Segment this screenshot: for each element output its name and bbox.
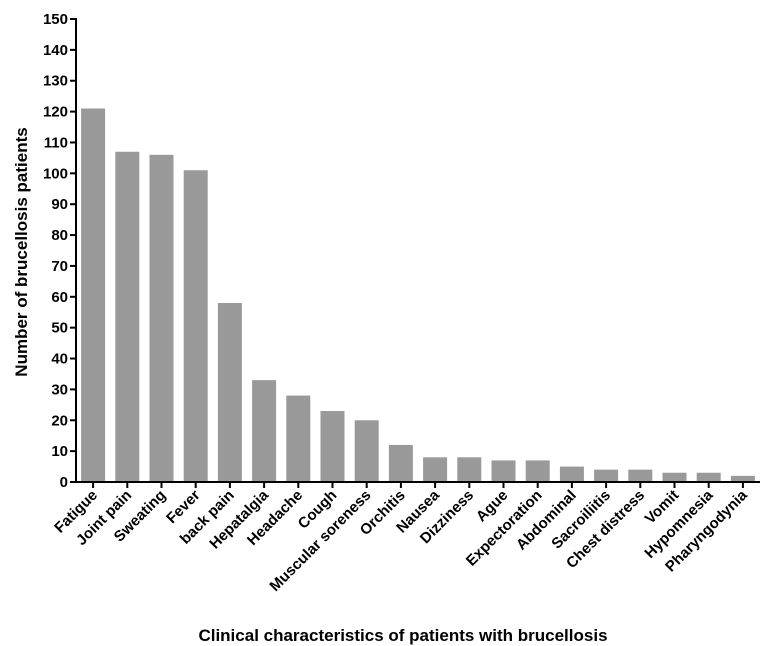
bar-abdominal [559,466,584,482]
bar-fatigue [81,108,106,482]
y-axis: 0 10 20 30 40 50 60 70 80 90 100 110 120 130 140 150 [43,11,77,491]
bar-nausea [423,457,448,482]
bar-muscular-soreness [354,420,379,482]
y-tick-label: 70 [51,258,68,275]
bar-sweating [149,154,174,482]
bar-back-pain [217,302,242,482]
y-tick-label: 120 [43,104,68,121]
bar-sacroiliitis [594,469,619,482]
bar-fever [183,170,208,482]
y-tick-label: 60 [51,289,68,306]
y-tick-label: 40 [51,351,68,368]
bar-dizziness [457,457,482,482]
y-tick-label: 110 [44,134,68,151]
y-tick-label: 0 [60,474,68,491]
y-tick-label: 10 [51,443,68,460]
bar-hepatalgia [252,380,277,482]
bar-expectoration [525,460,550,482]
y-tick-label: 130 [43,73,68,90]
bar-orchitis [388,444,413,482]
y-tick-label: 90 [51,196,68,213]
y-axis-title: Number of brucellosis patients [12,127,31,376]
y-tick-label: 140 [43,42,68,59]
bar-hypomnesia [696,472,721,482]
bar-headache [286,395,311,482]
y-tick-label: 30 [51,381,68,398]
y-tick-label: 80 [51,227,68,244]
x-axis-title: Clinical characteristics of patients wit… [198,626,607,645]
y-tick-label: 20 [51,412,68,429]
bar-joint-pain [115,151,140,483]
bar-pharyngodynia [730,475,755,482]
bar-ague [491,460,516,482]
bar-chest-distress [628,469,653,482]
bar-cough [320,411,345,482]
y-tick-label: 50 [51,320,68,337]
y-tick-label: 100 [43,165,68,182]
bars-group [81,108,755,483]
y-tick-label: 150 [43,11,68,28]
bar-vomit [662,472,687,482]
